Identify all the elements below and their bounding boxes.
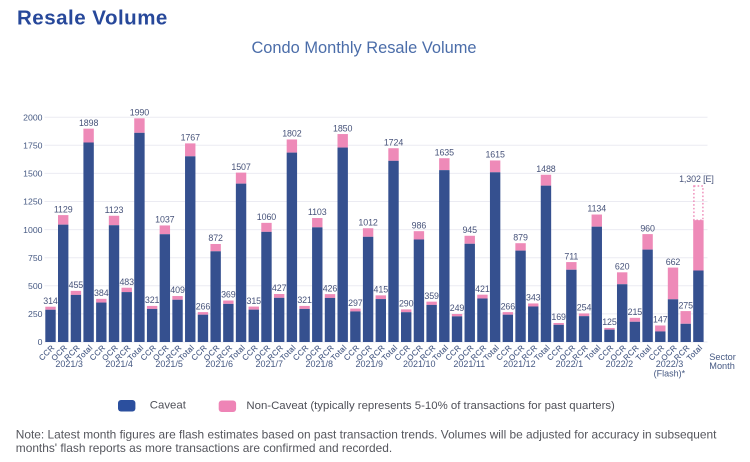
svg-text:Sector: Sector bbox=[709, 352, 736, 362]
svg-text:215: 215 bbox=[628, 307, 643, 317]
svg-text:1990: 1990 bbox=[130, 108, 150, 118]
svg-text:1750: 1750 bbox=[23, 141, 42, 151]
svg-text:1134: 1134 bbox=[587, 204, 606, 214]
svg-text:421: 421 bbox=[475, 284, 490, 294]
svg-text:297: 297 bbox=[348, 298, 363, 308]
svg-text:427: 427 bbox=[272, 283, 287, 293]
svg-text:1250: 1250 bbox=[23, 197, 42, 207]
svg-text:1500: 1500 bbox=[23, 169, 42, 179]
svg-text:500: 500 bbox=[28, 281, 43, 291]
svg-text:1488: 1488 bbox=[536, 164, 556, 174]
svg-text:620: 620 bbox=[615, 262, 630, 272]
svg-text:2021/11: 2021/11 bbox=[453, 359, 485, 369]
svg-text:384: 384 bbox=[94, 288, 109, 298]
svg-text:Note: Latest month figures are: Note: Latest month figures are flash est… bbox=[16, 428, 717, 442]
svg-text:2022/2: 2022/2 bbox=[606, 359, 634, 369]
svg-text:483: 483 bbox=[119, 277, 134, 287]
svg-text:1123: 1123 bbox=[105, 205, 124, 215]
svg-text:1507: 1507 bbox=[231, 162, 251, 172]
svg-text:Month: Month bbox=[709, 361, 735, 371]
svg-text:1103: 1103 bbox=[308, 207, 327, 217]
svg-text:872: 872 bbox=[208, 233, 223, 243]
svg-text:1060: 1060 bbox=[257, 212, 277, 222]
svg-text:879: 879 bbox=[513, 232, 528, 242]
svg-text:1767: 1767 bbox=[181, 133, 201, 143]
svg-text:1000: 1000 bbox=[23, 225, 42, 235]
svg-text:1898: 1898 bbox=[79, 118, 99, 128]
svg-text:455: 455 bbox=[69, 280, 84, 290]
svg-text:314: 314 bbox=[43, 296, 58, 306]
svg-text:2021/4: 2021/4 bbox=[105, 359, 133, 369]
svg-text:2021/5: 2021/5 bbox=[155, 359, 183, 369]
svg-text:125: 125 bbox=[602, 317, 617, 327]
svg-text:250: 250 bbox=[28, 309, 43, 319]
svg-text:1802: 1802 bbox=[282, 129, 302, 139]
svg-text:2022/3: 2022/3 bbox=[656, 359, 684, 369]
svg-text:2021/3: 2021/3 bbox=[55, 359, 83, 369]
svg-text:1129: 1129 bbox=[54, 204, 73, 214]
svg-text:2021/8: 2021/8 bbox=[305, 359, 333, 369]
svg-text:986: 986 bbox=[412, 220, 427, 230]
svg-text:290: 290 bbox=[399, 299, 414, 309]
svg-text:Non-Caveat (typically represen: Non-Caveat (typically represents 5-10% o… bbox=[246, 400, 615, 412]
svg-text:1,302 [E]: 1,302 [E] bbox=[679, 174, 714, 184]
svg-text:369: 369 bbox=[221, 290, 236, 300]
svg-text:Condo Monthly Resale Volume: Condo Monthly Resale Volume bbox=[251, 39, 476, 57]
svg-text:426: 426 bbox=[323, 283, 338, 293]
svg-text:359: 359 bbox=[424, 291, 439, 301]
svg-text:415: 415 bbox=[374, 285, 389, 295]
svg-text:1012: 1012 bbox=[358, 217, 378, 227]
svg-text:711: 711 bbox=[564, 251, 578, 261]
svg-text:960: 960 bbox=[640, 223, 655, 233]
svg-text:662: 662 bbox=[666, 257, 681, 267]
svg-text:750: 750 bbox=[28, 253, 43, 263]
svg-text:2021/7: 2021/7 bbox=[255, 359, 283, 369]
svg-text:266: 266 bbox=[501, 301, 516, 311]
svg-text:147: 147 bbox=[653, 315, 668, 325]
svg-text:Caveat: Caveat bbox=[150, 399, 187, 411]
svg-text:343: 343 bbox=[526, 293, 541, 303]
svg-text:1850: 1850 bbox=[333, 123, 353, 133]
svg-text:321: 321 bbox=[145, 295, 160, 305]
svg-text:(Flash)*: (Flash)* bbox=[654, 369, 686, 379]
svg-text:1037: 1037 bbox=[155, 215, 175, 225]
svg-text:321: 321 bbox=[297, 295, 312, 305]
svg-text:2022/1: 2022/1 bbox=[556, 359, 584, 369]
svg-text:275: 275 bbox=[678, 300, 693, 310]
svg-text:315: 315 bbox=[247, 296, 262, 306]
svg-text:2000: 2000 bbox=[23, 112, 42, 122]
svg-text:249: 249 bbox=[450, 303, 465, 313]
svg-text:1615: 1615 bbox=[485, 150, 505, 160]
svg-text:2021/12: 2021/12 bbox=[503, 359, 536, 369]
svg-text:1724: 1724 bbox=[384, 137, 404, 147]
svg-text:2021/6: 2021/6 bbox=[205, 359, 233, 369]
svg-text:2021/9: 2021/9 bbox=[356, 359, 384, 369]
svg-text:1635: 1635 bbox=[435, 147, 455, 157]
svg-text:Resale Volume: Resale Volume bbox=[17, 7, 168, 30]
svg-text:169: 169 bbox=[551, 312, 566, 322]
svg-text:266: 266 bbox=[196, 301, 211, 311]
svg-text:2021/10: 2021/10 bbox=[403, 359, 436, 369]
svg-text:months' flash reports as more: months' flash reports as more transactio… bbox=[16, 441, 392, 455]
svg-text:409: 409 bbox=[170, 285, 185, 295]
svg-text:0: 0 bbox=[38, 337, 43, 347]
svg-text:945: 945 bbox=[462, 225, 477, 235]
svg-text:254: 254 bbox=[577, 303, 592, 313]
